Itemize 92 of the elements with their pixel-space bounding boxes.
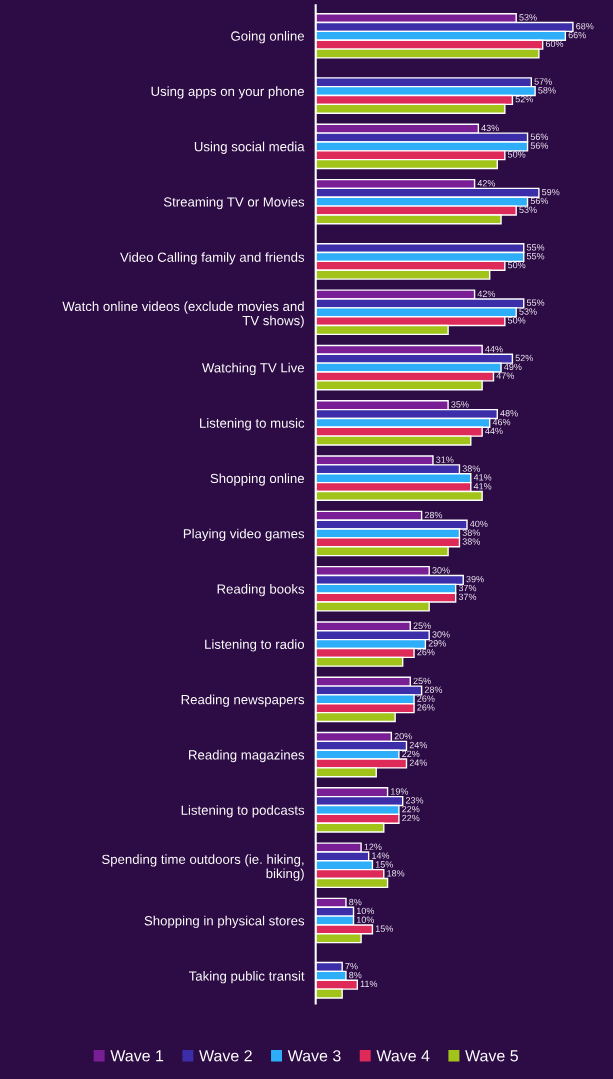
y-tick-label: Spending time outdoors (ie. hiking, biking): [102, 854, 304, 881]
data-label: 7%: [345, 963, 358, 970]
data-label: 40%: [470, 520, 488, 528]
y-tick-label: Using apps on your phone: [151, 86, 305, 99]
data-label: 35%: [451, 401, 469, 408]
data-label: 15%: [375, 925, 393, 932]
y-tick-label: Reading books: [217, 583, 305, 597]
y-tick-label: Watching TV Live: [201, 362, 304, 376]
data-label: 42%: [477, 290, 496, 297]
data-label: 11%: [360, 980, 378, 988]
data-label: 10%: [356, 907, 375, 915]
y-tick-label: Shopping in physical stores: [144, 915, 305, 929]
y-tick-label: Taking public transit: [189, 971, 305, 984]
y-tick-label: Playing video games: [183, 528, 305, 541]
data-label: 29%: [428, 640, 446, 647]
data-label: 26%: [417, 695, 435, 702]
data-label: 55%: [526, 253, 545, 260]
y-tick-label: Video Calling family and friends: [120, 252, 305, 265]
data-label: 28%: [424, 511, 443, 519]
data-label: 41%: [473, 483, 492, 490]
data-label: 44%: [485, 345, 503, 353]
data-label: 38%: [462, 538, 480, 545]
data-label: 60%: [545, 40, 564, 48]
legend-label: Wave 4: [376, 1050, 430, 1062]
y-tick-label: Reading newspapers: [181, 694, 305, 707]
y-tick-label: Reading magazines: [189, 749, 305, 763]
y-tick-label: Listening to podcasts: [181, 805, 305, 818]
data-label: 12%: [364, 843, 382, 850]
y-tick-label: Using social media: [194, 141, 305, 154]
data-label: 66%: [568, 31, 586, 39]
data-label: 30%: [432, 631, 450, 638]
data-label: 49%: [504, 363, 522, 370]
data-label: 41%: [473, 474, 492, 481]
data-label: 38%: [462, 529, 480, 536]
data-label: 56%: [530, 142, 549, 149]
y-tick-label: Listening to music: [200, 418, 305, 431]
data-label: 15%: [375, 861, 393, 868]
data-label: 22%: [402, 814, 420, 822]
data-label: 18%: [387, 870, 405, 877]
legend-label: Wave 3: [287, 1050, 341, 1062]
legend-label: Wave 5: [465, 1050, 518, 1062]
data-label: 52%: [515, 95, 533, 103]
data-label: 8%: [349, 898, 362, 906]
data-label: 56%: [530, 197, 549, 205]
data-label: 37%: [458, 593, 477, 601]
data-label: 31%: [436, 456, 454, 463]
data-label: 26%: [417, 648, 435, 656]
data-label: 55%: [526, 244, 545, 251]
data-label: 56%: [530, 133, 549, 140]
y-tick-label: Listening to radio: [205, 639, 305, 652]
data-label: 44%: [485, 427, 503, 435]
data-label: 53%: [519, 206, 537, 213]
data-label: 26%: [417, 704, 435, 711]
data-label: 25%: [413, 677, 431, 685]
data-label: 37%: [458, 584, 477, 592]
data-label: 22%: [402, 805, 420, 813]
data-label: 58%: [538, 87, 556, 94]
data-label: 52%: [515, 354, 533, 362]
data-label: 30%: [432, 567, 450, 574]
data-label: 50%: [507, 261, 526, 269]
data-label: 22%: [402, 750, 420, 758]
data-label: 24%: [409, 759, 428, 766]
y-tick-label: Watch online videos (exclude movies and TV shows): [62, 301, 304, 328]
y-tick-label: Shopping online: [210, 473, 304, 486]
legend-label: Wave 1: [110, 1050, 164, 1062]
data-label: 38%: [462, 465, 480, 472]
data-label: 50%: [507, 151, 526, 158]
data-label: 55%: [526, 299, 545, 306]
data-label: 46%: [492, 418, 511, 426]
legend-label: Wave 2: [199, 1050, 252, 1062]
data-label: 24%: [409, 741, 428, 749]
data-label: 42%: [477, 180, 496, 187]
data-label: 20%: [394, 732, 412, 740]
data-label: 59%: [542, 188, 560, 196]
data-label: 57%: [534, 78, 552, 85]
data-label: 48%: [500, 410, 518, 417]
data-label: 39%: [466, 575, 484, 583]
data-label: 14%: [372, 852, 390, 859]
data-label: 10%: [356, 916, 375, 923]
data-label: 19%: [391, 788, 409, 795]
data-label: 53%: [519, 308, 537, 315]
data-label: 43%: [481, 124, 499, 132]
y-tick-label: Streaming TV or Movies: [163, 196, 305, 210]
data-label: 68%: [576, 22, 594, 30]
y-tick-label: Going online: [231, 31, 304, 44]
data-label: 25%: [413, 622, 431, 629]
data-label: 28%: [424, 686, 443, 693]
data-label: 8%: [349, 971, 362, 979]
data-label: 53%: [519, 14, 537, 21]
data-label: 50%: [507, 317, 526, 324]
data-label: 47%: [496, 372, 515, 379]
data-label: 23%: [405, 797, 424, 804]
